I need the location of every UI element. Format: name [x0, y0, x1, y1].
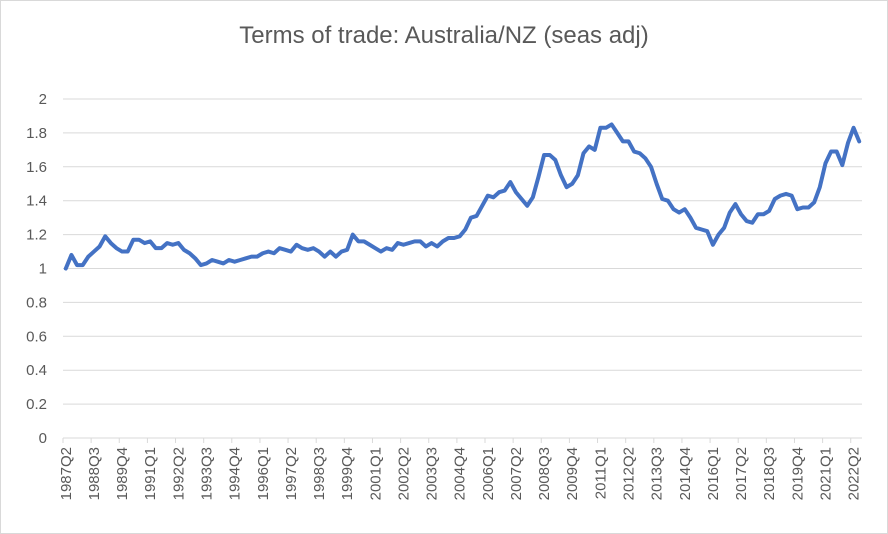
y-tick-label: 0.4: [26, 362, 47, 379]
x-tick-label: 2009Q4: [564, 447, 581, 500]
x-tick-label: 2016Q1: [705, 447, 722, 500]
y-axis-tick-labels: 0 0.2 0.4 0.6 0.8 1 1.2 1.4 1.6 1.8 2: [26, 91, 47, 447]
x-tick-label: 1998Q3: [311, 447, 328, 500]
y-tick-label: 1: [39, 261, 47, 278]
y-tick-label: 0.2: [26, 396, 47, 413]
series-line: [63, 122, 862, 271]
x-tick-label: 2011Q1: [592, 447, 609, 499]
x-tick-label: 2022Q2: [846, 447, 863, 500]
x-tick-label: 2017Q2: [733, 447, 750, 500]
y-tick-label: 1.6: [26, 159, 47, 176]
x-tick-label: 2008Q3: [536, 447, 553, 500]
x-tick-label: 1994Q4: [227, 447, 244, 500]
y-tick-label: 0: [39, 430, 47, 447]
x-tick-label: 2001Q1: [367, 447, 384, 500]
x-axis-tick-marks: [62, 438, 852, 443]
x-tick-label: 1999Q4: [339, 447, 356, 500]
x-tick-label: 2018Q3: [761, 447, 778, 500]
x-tick-label: 1987Q2: [58, 447, 75, 500]
chart-title: Terms of trade: Australia/NZ (seas adj): [239, 22, 649, 49]
x-tick-label: 2012Q2: [620, 447, 637, 500]
x-tick-label: 1992Q2: [170, 447, 187, 500]
x-tick-label: 1997Q2: [283, 447, 300, 500]
x-axis-tick-labels: 1987Q2 1988Q3 1989Q4 1991Q1 1992Q2 1993Q3 1994…: [58, 447, 863, 500]
x-tick-label: 1991Q1: [142, 447, 159, 500]
x-tick-label: 1996Q1: [255, 447, 272, 500]
y-tick-label: 1.2: [26, 227, 47, 244]
gridlines: [63, 98, 862, 405]
x-tick-label: 1988Q3: [86, 447, 103, 500]
x-tick-label: 2002Q2: [395, 447, 412, 500]
y-tick-label: 0.8: [26, 294, 47, 311]
y-tick-label: 2: [39, 91, 47, 108]
x-tick-label: 2013Q3: [649, 447, 666, 500]
x-tick-label: 2006Q1: [480, 447, 497, 500]
y-tick-label: 0.6: [26, 328, 47, 345]
x-tick-label: 2004Q4: [452, 447, 469, 500]
x-tick-label: 1989Q4: [114, 447, 131, 500]
y-tick-label: 1.4: [26, 193, 47, 210]
x-tick-label: 2021Q1: [817, 447, 834, 500]
x-tick-label: 2014Q4: [677, 447, 694, 500]
x-tick-label: 2007Q2: [508, 447, 525, 500]
x-tick-label: 2003Q3: [424, 447, 441, 500]
y-tick-label: 1.8: [26, 125, 47, 142]
x-tick-label: 1993Q3: [198, 447, 215, 500]
x-tick-label: 2019Q4: [789, 447, 806, 500]
